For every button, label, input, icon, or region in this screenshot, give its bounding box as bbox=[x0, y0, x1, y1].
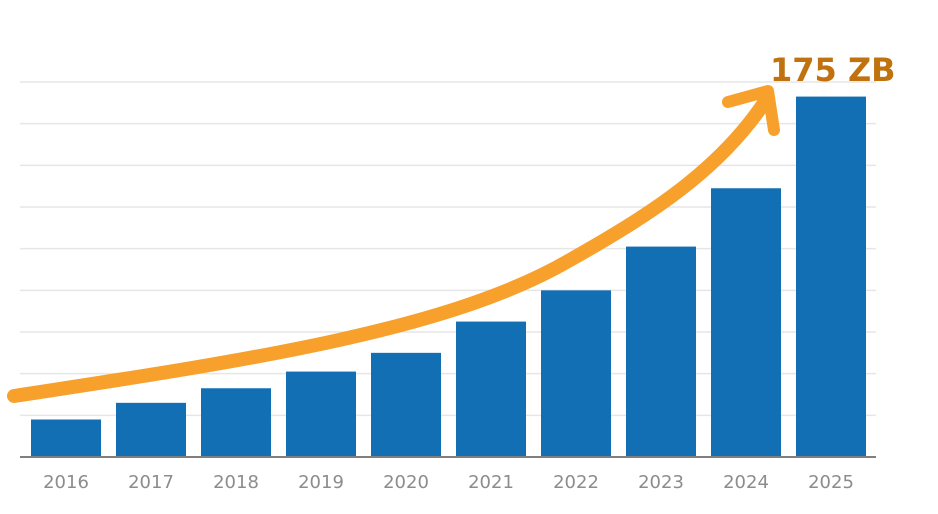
bar-2019 bbox=[286, 371, 356, 457]
x-tick-label: 2016 bbox=[43, 472, 89, 493]
bar-2020 bbox=[371, 352, 441, 457]
x-tick-label: 2022 bbox=[553, 472, 599, 493]
bar-2024 bbox=[711, 188, 781, 457]
x-tick-label: 2025 bbox=[808, 472, 854, 493]
bar-2021 bbox=[456, 321, 526, 457]
trend-arrow-head bbox=[722, 85, 780, 136]
total-annotation: 175 ZB bbox=[770, 51, 896, 89]
x-tick-label: 2020 bbox=[383, 472, 429, 493]
x-tick-label: 2018 bbox=[213, 472, 259, 493]
bars bbox=[31, 96, 866, 457]
bar-2025 bbox=[796, 96, 866, 457]
x-tick-label: 2024 bbox=[723, 472, 769, 493]
bar-2016 bbox=[31, 419, 101, 457]
bar-2017 bbox=[116, 402, 186, 457]
x-tick-labels: 2016 2017 2018 2019 2020 2021 2022 2023 2024 2025 bbox=[43, 472, 854, 493]
x-tick-label: 2021 bbox=[468, 472, 514, 493]
bar-2022 bbox=[541, 290, 611, 457]
x-tick-label: 2019 bbox=[298, 472, 344, 493]
bar-2018 bbox=[201, 388, 271, 457]
x-tick-label: 2017 bbox=[128, 472, 174, 493]
trend-arrow-curve bbox=[7, 93, 773, 403]
x-tick-label: 2023 bbox=[638, 472, 684, 493]
trend-arrow bbox=[7, 85, 780, 403]
bar-2023 bbox=[626, 246, 696, 457]
